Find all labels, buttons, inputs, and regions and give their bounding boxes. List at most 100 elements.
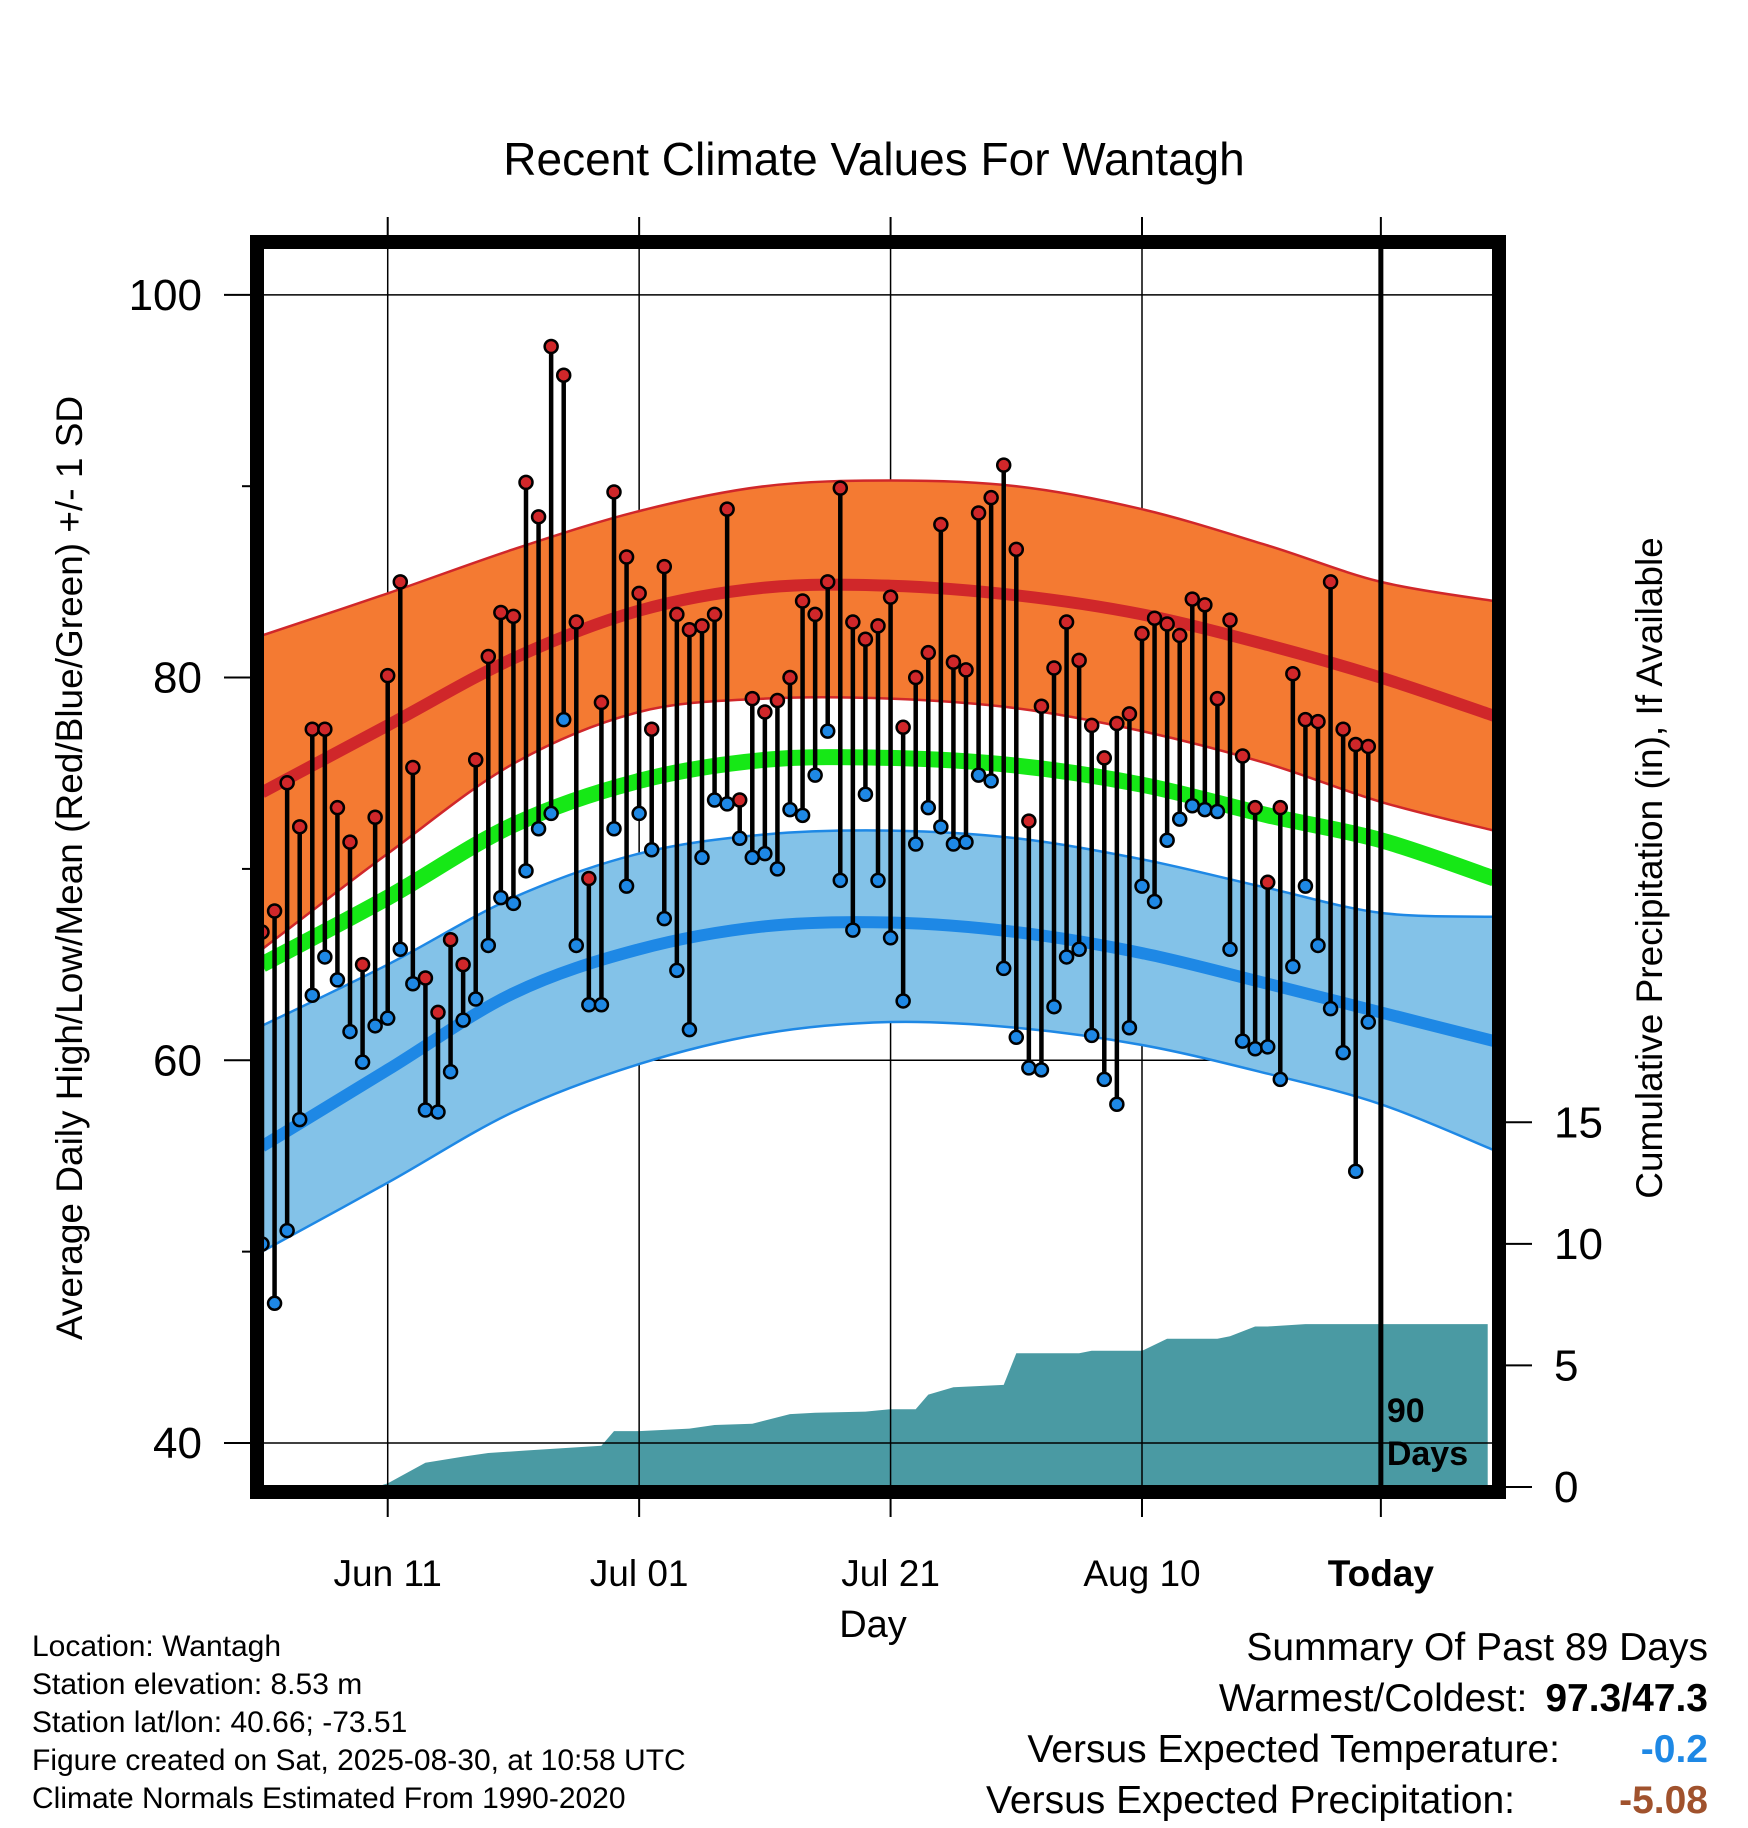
obs-low-point	[681, 1021, 698, 1038]
obs-low-point	[1121, 1019, 1138, 1036]
obs-high-point	[1021, 813, 1037, 829]
obs-low-point	[656, 910, 673, 927]
obs-high-point	[606, 484, 622, 500]
obs-high-point	[1083, 717, 1100, 734]
y-right-tick-label: 10	[1554, 1220, 1603, 1269]
obs-low-point	[631, 805, 647, 822]
elevation-text: Station elevation: 8.53 m	[32, 1668, 363, 1701]
obs-low-point	[1335, 1044, 1351, 1061]
obs-high-point	[643, 721, 660, 737]
obs-high-point	[1134, 625, 1150, 642]
obs-high-point	[1071, 652, 1087, 669]
obs-high-point	[1033, 698, 1050, 715]
y-axis-label-left: Average Daily High/Low/Mean (Red/Blue/Gr…	[49, 396, 90, 1340]
obs-high-point	[857, 631, 874, 648]
obs-high-point	[1285, 665, 1301, 682]
precip-area	[262, 1324, 1488, 1487]
obs-low-point	[1096, 1071, 1113, 1088]
obs-low-point	[379, 1010, 396, 1026]
obs-high-point	[342, 834, 358, 850]
obs-high-point	[430, 1004, 446, 1021]
plot-area: 90 Days Jun 11 Jul 01 Jul 21 Aug 10 Today 40 60 8…	[129, 217, 1603, 1594]
obs-low-point	[1171, 811, 1188, 827]
obs-high-point	[970, 505, 987, 521]
obs-high-point	[769, 692, 786, 709]
obs-low-point	[882, 930, 899, 946]
obs-high-point	[1008, 541, 1025, 558]
obs-high-point	[1171, 627, 1188, 644]
obs-high-point	[1146, 610, 1163, 626]
obs-high-point	[1159, 616, 1175, 632]
obs-low-point	[354, 1054, 371, 1070]
obs-low-point	[1033, 1062, 1050, 1078]
created-text: Figure created on Sat, 2025-08-30, at 10…	[32, 1744, 686, 1777]
obs-low-point	[933, 819, 949, 835]
x-axis-label: Day	[839, 1604, 907, 1646]
obs-low-point	[606, 820, 622, 837]
obs-high-point	[631, 585, 647, 602]
y-axis-label-right: Cumulative Precipitation (in), If Availa…	[1629, 537, 1670, 1199]
obs-high-point	[920, 644, 937, 661]
y-left-tick-label: 80	[153, 654, 202, 703]
summary-title: Summary Of Past 89 Days	[1246, 1626, 1708, 1669]
obs-high-point	[304, 721, 321, 737]
obs-low-point	[782, 801, 798, 818]
today-days-word: Days	[1387, 1435, 1468, 1473]
normal-high-line	[262, 578, 1494, 798]
warm-cold-label: Warmest/Coldest:	[1218, 1677, 1528, 1720]
obs-low-point	[266, 1295, 283, 1312]
obs-low-point	[543, 805, 559, 822]
obs-high-point	[593, 694, 610, 711]
obs-low-point	[1209, 803, 1226, 820]
obs-low-point	[530, 820, 547, 837]
obs-high-point	[882, 589, 899, 605]
obs-high-point	[1259, 874, 1276, 891]
obs-low-point	[417, 1102, 434, 1118]
obs-low-point	[317, 949, 333, 965]
obs-high-point	[367, 809, 383, 825]
obs-high-point	[1347, 736, 1364, 753]
obs-high-point	[530, 509, 547, 525]
obs-high-point	[719, 501, 735, 517]
obs-high-point	[379, 667, 396, 684]
obs-high-point	[317, 721, 333, 737]
chart-title: Recent Climate Values For Wantagh	[503, 133, 1244, 185]
obs-high-point	[392, 574, 409, 590]
obs-high-point	[1272, 799, 1289, 816]
obs-low-point	[895, 993, 911, 1009]
obs-low-point	[480, 937, 497, 954]
obs-high-point	[1335, 721, 1351, 737]
obs-high-point	[581, 870, 597, 887]
obs-low-point	[392, 941, 409, 958]
obs-low-point	[1008, 1029, 1025, 1046]
obs-low-point	[1310, 937, 1326, 954]
obs-low-point	[493, 889, 509, 906]
obs-high-point	[845, 614, 861, 630]
station-info: Location: Wantagh Station elevation: 8.5…	[32, 1628, 686, 1818]
obs-low-point	[769, 861, 786, 877]
obs-high-point	[945, 654, 962, 670]
obs-low-point	[279, 1222, 295, 1239]
obs-low-point	[1146, 893, 1163, 910]
obs-high-point	[1322, 574, 1339, 590]
x-tick-label: Jun 11	[334, 1553, 442, 1594]
obs-high-point	[1109, 715, 1125, 732]
obs-low-point	[845, 922, 861, 938]
obs-high-point	[266, 903, 283, 919]
y-left-tick-label: 60	[153, 1036, 202, 1085]
obs-high-point	[518, 474, 534, 491]
obs-high-point	[1310, 713, 1326, 730]
obs-low-point	[442, 1064, 459, 1080]
obs-high-point	[694, 618, 710, 634]
precip-anomaly-value: -5.08	[1619, 1779, 1708, 1822]
obs-low-point	[367, 1018, 383, 1034]
obs-high-point	[1360, 738, 1377, 755]
obs-high-point	[794, 593, 811, 609]
obs-low-point	[405, 975, 421, 992]
obs-high-point	[995, 457, 1012, 473]
summary-warm-cold-row: Warmest/Coldest: 97.3/47.3	[986, 1673, 1708, 1724]
obs-low-point	[807, 767, 823, 783]
obs-low-point	[1071, 941, 1087, 958]
obs-high-point	[467, 752, 484, 768]
obs-low-point	[1247, 1041, 1263, 1057]
